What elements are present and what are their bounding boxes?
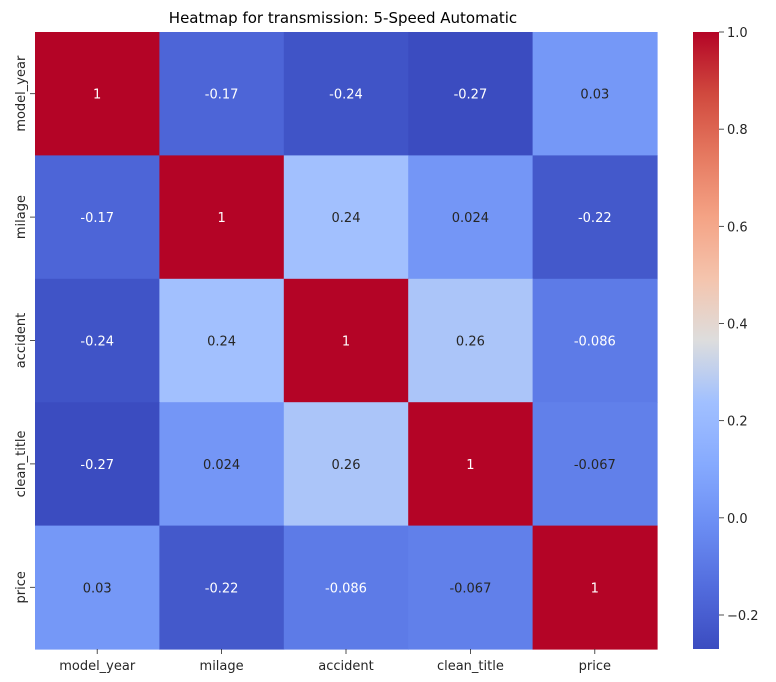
cell-value-label: -0.24	[329, 88, 363, 103]
colorbar-tick-label: 0.0	[727, 512, 748, 527]
heatmap-cell	[283, 278, 409, 403]
heatmap-cell	[408, 402, 534, 527]
heatmap-cell	[159, 402, 285, 527]
cell-value-label: 1	[342, 335, 350, 350]
heatmap-cell	[35, 402, 160, 527]
chart-title: Heatmap for transmission: 5-Speed Automa…	[169, 9, 517, 27]
cell-value-label: 0.26	[332, 458, 361, 473]
cell-value-label: 0.03	[580, 88, 609, 103]
cell-value-label: 1	[466, 458, 474, 473]
cell-value-label: -0.067	[449, 581, 491, 596]
cell-value-label: -0.17	[80, 211, 114, 226]
cell-value-label: 1	[591, 581, 599, 596]
heatmap-cell	[532, 32, 658, 156]
cell-value-label: 1	[217, 211, 225, 226]
heatmap-cell	[283, 525, 409, 650]
colorbar-tick-label: 1.0	[727, 26, 748, 41]
colorbar-tick-label: −0.2	[727, 609, 759, 624]
colorbar-tick-label: 0.4	[727, 317, 748, 332]
x-tick-label: milage	[200, 659, 244, 674]
heatmap-cell	[35, 32, 160, 156]
cell-value-label: -0.27	[80, 458, 114, 473]
y-tick-label: clean_title	[14, 430, 29, 497]
cell-value-label: 0.03	[83, 581, 112, 596]
heatmap-cell	[159, 525, 285, 650]
y-tick-label: price	[14, 571, 29, 603]
heatmap-cell	[532, 278, 658, 403]
heatmap-cell	[532, 402, 658, 527]
colorbar-tick-label: 0.2	[727, 415, 748, 430]
y-tick-label: milage	[14, 195, 29, 239]
heatmap-cell	[532, 525, 658, 650]
cell-value-label: -0.086	[325, 581, 367, 596]
cell-value-label: 0.024	[452, 211, 489, 226]
colorbar-tick-label: 0.8	[727, 123, 748, 138]
x-tick-label: model_year	[59, 659, 136, 674]
x-tick-label: clean_title	[437, 659, 504, 674]
cell-value-label: 0.24	[332, 211, 361, 226]
colorbar-ticks: −0.2 0.0 0.2 0.4 0.6 0.8 1.0	[719, 26, 759, 624]
heatmap-cell	[283, 402, 409, 527]
heatmap-cell	[408, 525, 534, 650]
cell-value-label: -0.22	[205, 581, 239, 596]
cell-value-label: -0.086	[574, 335, 616, 350]
heatmap-cell	[159, 278, 285, 403]
heatmap-cell	[283, 155, 409, 280]
cell-value-label: -0.24	[80, 335, 114, 350]
x-axis: model_year milage accident clean_title price	[59, 649, 611, 674]
y-tick-label: accident	[14, 313, 29, 368]
x-tick-label: price	[579, 659, 611, 674]
colorbar: −0.2 0.0 0.2 0.4 0.6 0.8 1.0	[693, 26, 759, 649]
cell-value-label: -0.27	[454, 88, 488, 103]
heatmap-cell	[408, 155, 534, 280]
heatmap-cell	[408, 32, 534, 156]
cell-value-label: 0.26	[456, 335, 485, 350]
cell-value-label: -0.22	[578, 211, 612, 226]
cell-value-label: 1	[93, 88, 101, 103]
heatmap-cell	[35, 155, 160, 280]
heatmap-cell	[283, 32, 409, 156]
heatmap-cells: 1 -0.17 -0.24 -0.27 0.03 -0.17 1 0.24 0.024 -0.22…	[35, 32, 658, 650]
cell-value-label: 0.24	[207, 335, 236, 350]
heatmap-cell	[159, 32, 285, 156]
y-tick-label: model_year	[14, 55, 29, 132]
heatmap-cell	[35, 278, 160, 403]
heatmap-cell	[408, 278, 534, 403]
heatmap-cell	[35, 525, 160, 650]
heatmap-cell	[159, 155, 285, 280]
x-tick-label: accident	[318, 659, 373, 674]
cell-value-label: 0.024	[203, 458, 240, 473]
colorbar-tick-label: 0.6	[727, 220, 748, 235]
heatmap-cell	[532, 155, 658, 280]
cell-value-label: -0.067	[574, 458, 616, 473]
cell-value-label: -0.17	[205, 88, 239, 103]
colorbar-gradient	[693, 32, 719, 649]
